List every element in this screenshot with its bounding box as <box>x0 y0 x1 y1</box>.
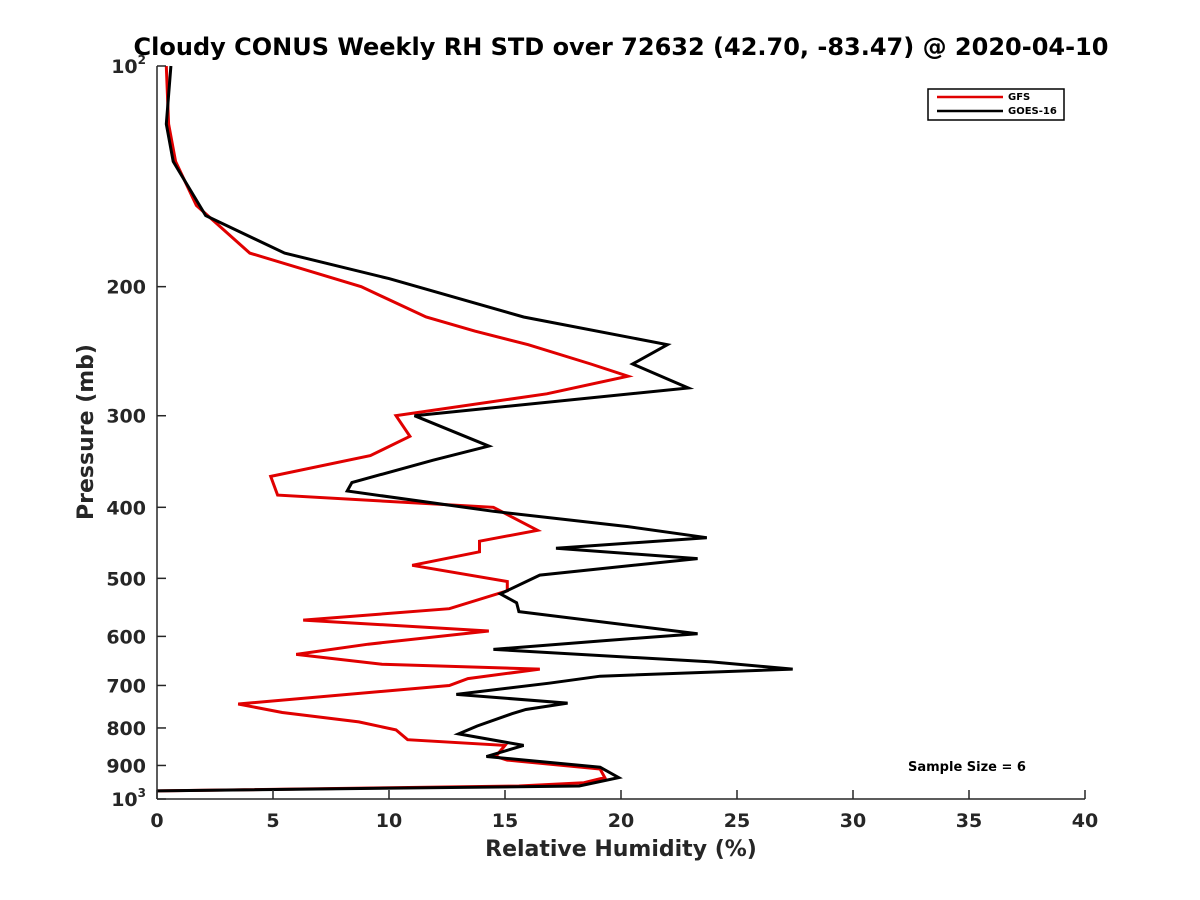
y-tick-label: 103 <box>111 786 146 811</box>
y-tick-label: 102 <box>111 53 146 78</box>
x-tick-label: 40 <box>1072 810 1098 832</box>
sample-size-annotation: Sample Size = 6 <box>908 760 1026 775</box>
x-tick-label: 5 <box>266 810 279 832</box>
x-tick-label: 20 <box>608 810 634 832</box>
x-tick-label: 35 <box>956 810 982 832</box>
x-tick-label: 15 <box>492 810 518 832</box>
x-tick-label: 25 <box>724 810 750 832</box>
legend: GFS GOES-16 <box>927 88 1065 121</box>
y-tick-label: 400 <box>106 497 146 519</box>
series-line-goes16 <box>156 65 793 793</box>
x-tick-label: 0 <box>150 810 163 832</box>
legend-gfs-label: GFS <box>1008 92 1030 103</box>
chart-title: Cloudy CONUS Weekly RH STD over 72632 (4… <box>134 33 1109 61</box>
x-axis-label: Relative Humidity (%) <box>485 837 757 862</box>
y-tick-label: 300 <box>106 406 146 428</box>
legend-box <box>927 88 1065 121</box>
y-tick-label: 500 <box>106 568 146 590</box>
y-tick-label: 200 <box>106 277 146 299</box>
y-tick-label: 700 <box>106 675 146 697</box>
x-tick-label: 10 <box>376 810 402 832</box>
x-tick-label: 30 <box>840 810 866 832</box>
y-tick-label: 800 <box>106 718 146 740</box>
series-line-gfs <box>156 65 634 793</box>
y-tick-label: 600 <box>106 626 146 648</box>
series-layer <box>156 65 793 793</box>
y-tick-label: 900 <box>106 755 146 777</box>
y-axis-label: Pressure (mb) <box>74 344 99 520</box>
axes-layer: 0 5 10 15 20 25 30 35 40 102 200 300 400 500 600 700 800… <box>106 53 1098 832</box>
legend-goes16-label: GOES-16 <box>1008 106 1057 117</box>
